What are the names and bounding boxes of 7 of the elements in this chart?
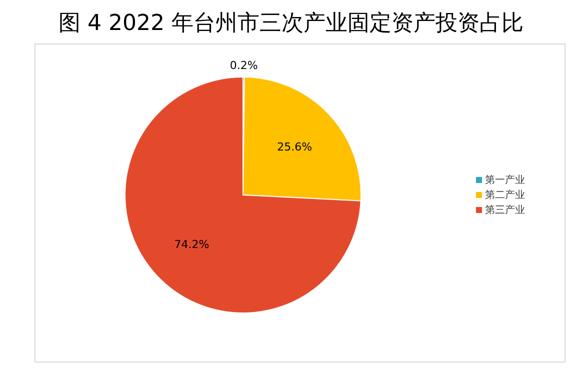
legend-label: 第三产业 bbox=[485, 204, 525, 216]
chart-title: 图 4 2022 年台州市三次产业固定资产投资占比 bbox=[58, 11, 524, 36]
data-label: 74.2% bbox=[174, 238, 210, 251]
data-label: 25.6% bbox=[277, 140, 312, 154]
data-label: 0.2% bbox=[230, 59, 258, 72]
legend-label: 第一产业 bbox=[485, 174, 525, 186]
legend-label: 第二产业 bbox=[485, 189, 525, 201]
